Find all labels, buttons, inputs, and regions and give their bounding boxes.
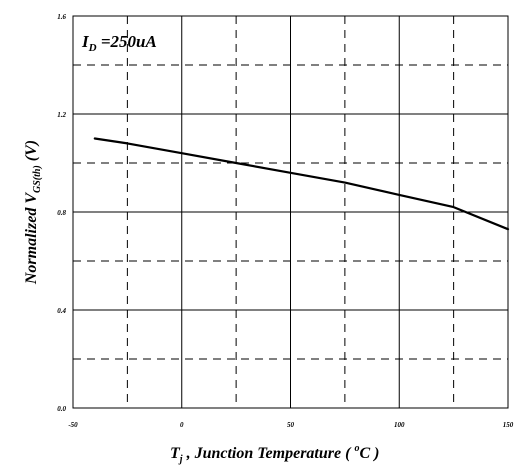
y-tick-label: 0.4 <box>57 307 66 315</box>
x-axis-title-rest: , Junction Temperature ( <box>183 445 355 462</box>
grid <box>73 16 508 408</box>
x-axis-title: Tj , Junction Temperature ( oC ) <box>170 443 379 465</box>
y-tick-label: 1.6 <box>57 13 66 21</box>
series-layer <box>93 137 510 231</box>
x-axis-title-unit: C ) <box>359 445 379 462</box>
x-axis-title-sup: o <box>354 443 359 454</box>
annotation-sub: D <box>88 42 97 54</box>
x-axis-title-sub: j <box>178 454 183 465</box>
x-tick-labels: -50 0 50 100 150 <box>68 421 513 429</box>
y-tick-label: 1.2 <box>57 111 66 119</box>
y-axis-title-sub: GS(th) <box>32 165 43 193</box>
x-tick-label: 50 <box>287 421 295 429</box>
x-tick-label: 150 <box>503 421 514 429</box>
annotation-main: I <box>81 32 90 51</box>
plot-frame <box>72 15 509 409</box>
y-axis-title-rest: (V) <box>23 140 40 165</box>
series-line <box>93 137 510 231</box>
y-tick-label: 0.0 <box>57 405 66 413</box>
y-tick-label: 0.8 <box>57 209 66 217</box>
x-axis-title-main: T <box>170 445 181 462</box>
annotation-rest: =250uA <box>97 32 157 51</box>
y-axis-title: Normalized VGS(th) (V) <box>23 140 43 285</box>
y-tick-labels: 0.0 0.4 0.8 1.2 1.6 <box>57 13 66 413</box>
x-tick-label: -50 <box>68 421 78 429</box>
y-axis-title-main: Normalized V <box>23 192 40 285</box>
condition-annotation: ID =250uA <box>81 32 157 54</box>
x-tick-label: 0 <box>180 421 184 429</box>
x-tick-label: 100 <box>394 421 405 429</box>
